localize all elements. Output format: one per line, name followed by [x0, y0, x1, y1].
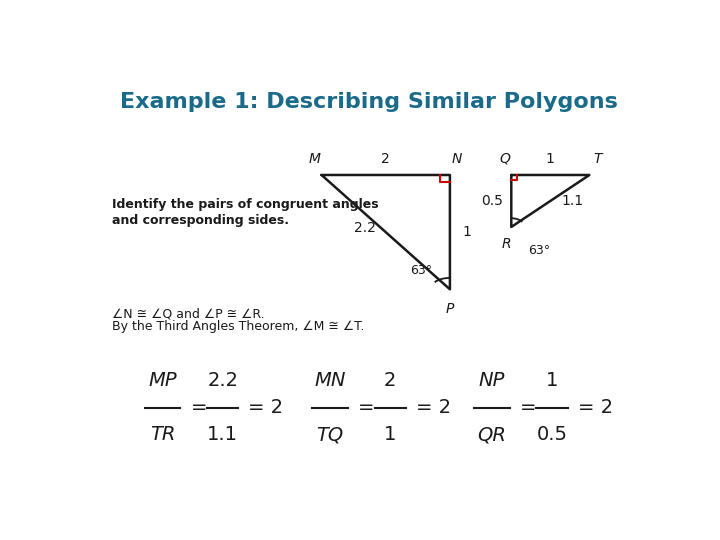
Text: and corresponding sides.: and corresponding sides.	[112, 214, 289, 227]
Text: TR: TR	[150, 426, 175, 444]
Text: 1: 1	[546, 152, 555, 166]
Text: = 2: = 2	[248, 399, 284, 417]
Text: 1: 1	[546, 372, 558, 390]
Text: 2.2: 2.2	[207, 372, 238, 390]
Text: 2: 2	[384, 372, 397, 390]
Text: 63°: 63°	[410, 264, 432, 277]
Text: 0.5: 0.5	[536, 426, 567, 444]
Text: 2: 2	[382, 152, 390, 166]
Text: ∠N ≅ ∠Q and ∠P ≅ ∠R.: ∠N ≅ ∠Q and ∠P ≅ ∠R.	[112, 308, 265, 321]
Text: Example 1: Describing Similar Polygons: Example 1: Describing Similar Polygons	[120, 92, 618, 112]
Text: QR: QR	[477, 426, 506, 444]
Text: R: R	[502, 238, 512, 251]
Text: = 2: = 2	[416, 399, 451, 417]
Text: =: =	[190, 399, 207, 417]
Text: 1.1: 1.1	[207, 426, 238, 444]
Text: P: P	[446, 302, 454, 316]
Text: MN: MN	[314, 372, 346, 390]
Text: =: =	[520, 399, 536, 417]
Text: =: =	[358, 399, 374, 417]
Text: N: N	[451, 152, 462, 166]
Text: Q: Q	[499, 152, 510, 166]
Text: 2.2: 2.2	[354, 221, 376, 235]
Text: 1: 1	[462, 225, 471, 239]
Text: M: M	[309, 152, 321, 166]
Text: Identify the pairs of congruent angles: Identify the pairs of congruent angles	[112, 198, 379, 211]
Text: T: T	[593, 152, 602, 166]
Text: 1: 1	[384, 426, 397, 444]
Text: 63°: 63°	[528, 244, 550, 256]
Text: 0.5: 0.5	[481, 194, 503, 208]
Text: By the Third Angles Theorem, ∠M ≅ ∠T.: By the Third Angles Theorem, ∠M ≅ ∠T.	[112, 320, 365, 333]
Text: = 2: = 2	[577, 399, 613, 417]
Text: NP: NP	[479, 372, 505, 390]
Text: 1.1: 1.1	[562, 194, 584, 208]
Text: TQ: TQ	[316, 426, 343, 444]
Text: MP: MP	[148, 372, 177, 390]
